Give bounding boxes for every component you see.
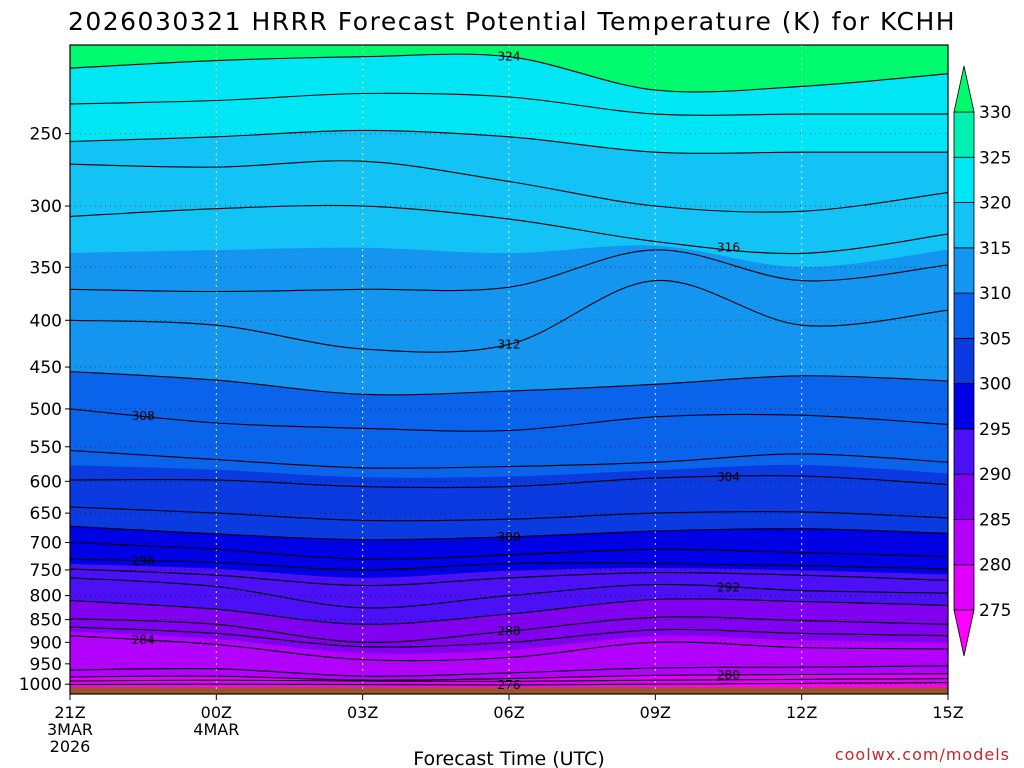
y-tick-label: 800 <box>30 587 62 607</box>
colorbar-label: 290 <box>979 465 1011 485</box>
x-tick-label: 03Z <box>347 703 378 722</box>
isotherm-278 <box>70 678 948 682</box>
colorbar-segment <box>953 564 975 611</box>
x-tick-label: 06Z <box>493 703 524 722</box>
colorbar-label: 305 <box>979 329 1011 349</box>
colorbar-segment <box>953 473 975 520</box>
colorbar-label: 330 <box>979 103 1011 123</box>
colorbar-segment <box>953 519 975 566</box>
colorbar-label: 295 <box>979 420 1011 440</box>
colorbar-segment <box>953 292 975 339</box>
isotherm-298 <box>70 541 948 560</box>
y-tick-label: 550 <box>30 438 62 458</box>
isotherm-label-304: 304 <box>717 470 740 484</box>
x-tick-label: 00Z <box>201 703 232 722</box>
y-tick-label: 700 <box>30 534 62 554</box>
colorbar-segment <box>953 202 975 249</box>
contour-field: 276 280 284 288 292 296 300 304 308 312 316 324 <box>70 45 948 694</box>
x-axis-label: Forecast Time (UTC) <box>413 748 604 768</box>
isotherm-label-312: 312 <box>498 337 521 351</box>
x-tick-label: 4MAR <box>193 720 239 739</box>
isotherm-label-280: 280 <box>717 668 740 682</box>
colorbar-segment <box>953 247 975 294</box>
y-tick-label: 750 <box>30 561 62 581</box>
y-tick-label: 950 <box>30 655 62 675</box>
x-tick-label: 12Z <box>786 703 817 722</box>
colorbar-segment <box>953 337 975 385</box>
isotherm-label-316: 316 <box>717 240 740 254</box>
isotherm-284 <box>70 635 948 662</box>
credit-link[interactable]: coolwx.com/models <box>835 745 1010 764</box>
colorbar-segment <box>953 428 975 475</box>
colorbar-label: 280 <box>979 556 1011 576</box>
isotherm-276 <box>70 682 948 686</box>
colorbar: 275 280 285 290 295 300 305 310 315 320 325 330 <box>953 65 1011 657</box>
isotherm-324 <box>70 53 948 93</box>
isotherm-310 <box>70 370 948 396</box>
plot-area: 276 280 284 288 292 296 300 304 308 312 316 324 250 3… <box>19 44 964 756</box>
ground-strip <box>70 687 948 694</box>
isotherm-label-300: 300 <box>498 530 521 544</box>
isotherm-316 <box>70 204 948 255</box>
y-tick-label: 350 <box>30 258 62 278</box>
isotherm-314 <box>70 249 948 293</box>
y-tick-label: 250 <box>30 125 62 145</box>
isotherm-label-284: 284 <box>132 633 155 647</box>
colorbar-segment <box>953 383 975 430</box>
y-tick-label: 900 <box>30 633 62 653</box>
colorbar-label: 300 <box>979 375 1011 395</box>
colorbar-segment <box>953 111 975 158</box>
isotherm-320 <box>70 129 948 154</box>
colorbar-label: 275 <box>979 601 1011 621</box>
isotherm-280 <box>70 673 948 681</box>
isotherm-label-288: 288 <box>498 624 521 638</box>
colorbar-segment <box>953 156 975 203</box>
isotherm-286 <box>70 626 948 648</box>
isotherm-label-308: 308 <box>132 409 155 423</box>
isotherm-290 <box>70 598 948 625</box>
isotherm-label-324: 324 <box>498 50 521 64</box>
x-tick-label: 3MAR <box>47 720 93 739</box>
isotherm-label-296: 296 <box>132 554 155 568</box>
colorbar-min-arrow <box>953 609 975 657</box>
isotherm-292 <box>70 577 948 609</box>
isotherm-302 <box>70 506 948 522</box>
x-tick-label: 2026 <box>50 737 91 756</box>
y-tick-label: 1000 <box>19 675 62 695</box>
colorbar-label: 310 <box>979 284 1011 304</box>
isotherm-282 <box>70 665 948 677</box>
isotherm-label-292: 292 <box>717 581 740 595</box>
isotherm-312 <box>70 280 948 353</box>
y-tick-label: 650 <box>30 504 62 524</box>
y-tick-label: 500 <box>30 400 62 420</box>
colorbar-label: 320 <box>979 194 1011 214</box>
y-tick-label: 400 <box>30 311 62 331</box>
x-tick-label: 09Z <box>640 703 671 722</box>
isotherm-304 <box>70 475 948 489</box>
isotherm-308 <box>70 408 948 432</box>
isotherm-label-276: 276 <box>498 678 521 692</box>
isotherm-288 <box>70 616 948 643</box>
isotherm-294 <box>70 568 948 587</box>
colorbar-max-arrow <box>953 65 975 113</box>
isotherm-300 <box>70 525 948 541</box>
colorbar-label: 285 <box>979 510 1011 530</box>
y-tick-label: 600 <box>30 472 62 492</box>
isotherm-318 <box>70 160 948 213</box>
y-tick-label: 300 <box>30 197 62 217</box>
chart-title: 2026030321 HRRR Forecast Potential Tempe… <box>68 7 956 36</box>
y-tick-label: 450 <box>30 358 62 378</box>
x-tick-label: 15Z <box>932 703 963 722</box>
colorbar-label: 315 <box>979 239 1011 259</box>
colorbar-label: 325 <box>979 148 1011 168</box>
y-tick-label: 850 <box>30 611 62 631</box>
isotherm-306 <box>70 449 948 469</box>
x-tick-label: 21Z <box>54 703 85 722</box>
isotherm-322 <box>70 92 948 116</box>
isotherm-296 <box>70 558 948 571</box>
